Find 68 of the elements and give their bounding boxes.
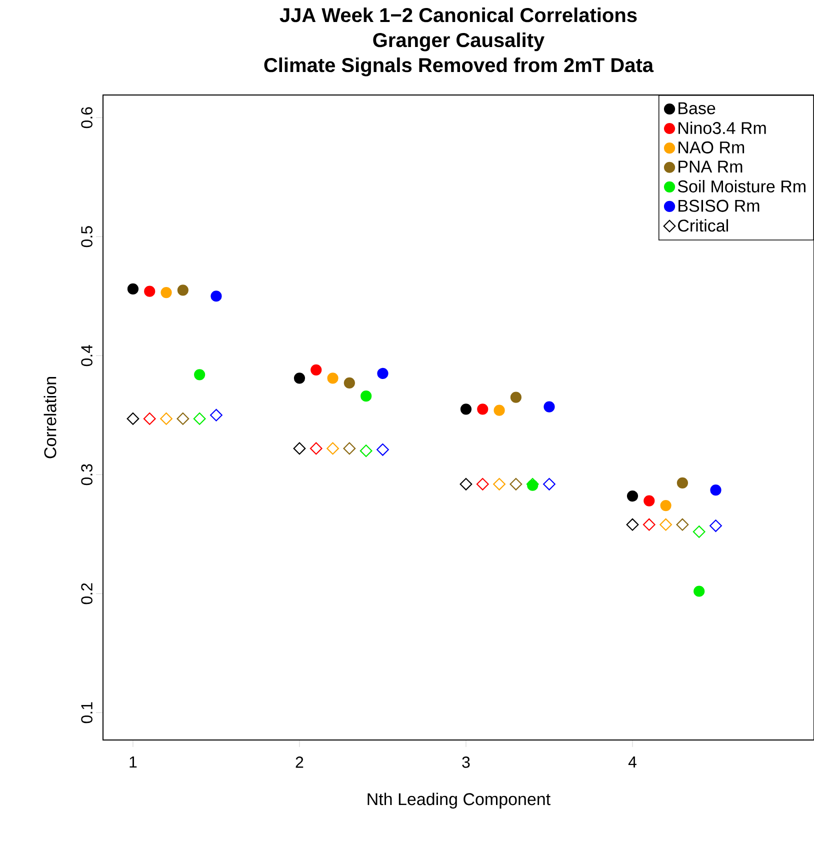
point [310, 364, 322, 376]
y-tick-label: 0.6 [81, 107, 92, 128]
legend-label: Nino3.4 Rm [678, 122, 766, 134]
legend-label: Critical [678, 219, 728, 232]
y-tick-label: 0.1 [81, 702, 92, 724]
point [160, 412, 172, 425]
point [377, 368, 388, 380]
point [510, 392, 522, 403]
point [694, 586, 705, 597]
point [660, 518, 672, 531]
x-tick-label: 4 [628, 756, 636, 768]
point [327, 372, 338, 384]
point [460, 478, 472, 490]
point [476, 478, 489, 490]
point [210, 408, 222, 422]
point [626, 518, 639, 531]
point [193, 412, 206, 425]
point [293, 442, 306, 455]
point [510, 478, 522, 490]
point [310, 442, 322, 455]
legend-label: BSISO Rm [678, 200, 760, 212]
point [676, 518, 689, 531]
point [626, 490, 638, 502]
point [343, 442, 356, 455]
point [176, 412, 190, 425]
point [194, 369, 206, 380]
legend-label: NAO Rm [678, 141, 744, 154]
point [710, 484, 722, 496]
point [360, 444, 372, 458]
legend-label: Base [678, 102, 716, 114]
chart-subtitle: Granger Causality [373, 32, 544, 52]
x-tick-label: 1 [130, 756, 137, 768]
point [544, 401, 555, 412]
point [144, 286, 156, 297]
point [326, 442, 339, 455]
point [710, 520, 722, 532]
point [660, 500, 672, 512]
point [344, 377, 355, 389]
chart-title: JJA Week 1−2 Canonical Correlations [280, 8, 637, 22]
x-tick-label: 3 [462, 756, 470, 768]
point [360, 390, 372, 402]
point [676, 477, 688, 488]
point [543, 478, 556, 490]
x-axis-title: Nth Leading Component [368, 792, 550, 809]
y-tick-label: 0.2 [81, 583, 92, 604]
y-tick-label: 0.3 [81, 464, 92, 486]
y-axis-title: Correlation [44, 377, 56, 458]
point [493, 478, 506, 490]
point [494, 404, 505, 416]
point [210, 290, 222, 302]
point [126, 412, 140, 425]
point [294, 372, 306, 384]
point [477, 404, 488, 415]
point [177, 284, 188, 296]
point [692, 526, 706, 538]
text: Climate Signals Removed from 2mT Data [264, 58, 654, 76]
point [160, 286, 172, 298]
point [127, 283, 139, 295]
point [143, 412, 156, 425]
x-tick-label: 2 [296, 756, 304, 768]
point [642, 518, 656, 531]
legend-label: Soil Moisture Rm [678, 180, 806, 192]
point [376, 443, 389, 456]
point [644, 495, 655, 506]
y-tick-label: 0.4 [81, 344, 92, 366]
point [460, 404, 472, 415]
y-tick-label: 0.5 [81, 226, 92, 248]
legend-label: PNA Rm [678, 160, 742, 172]
